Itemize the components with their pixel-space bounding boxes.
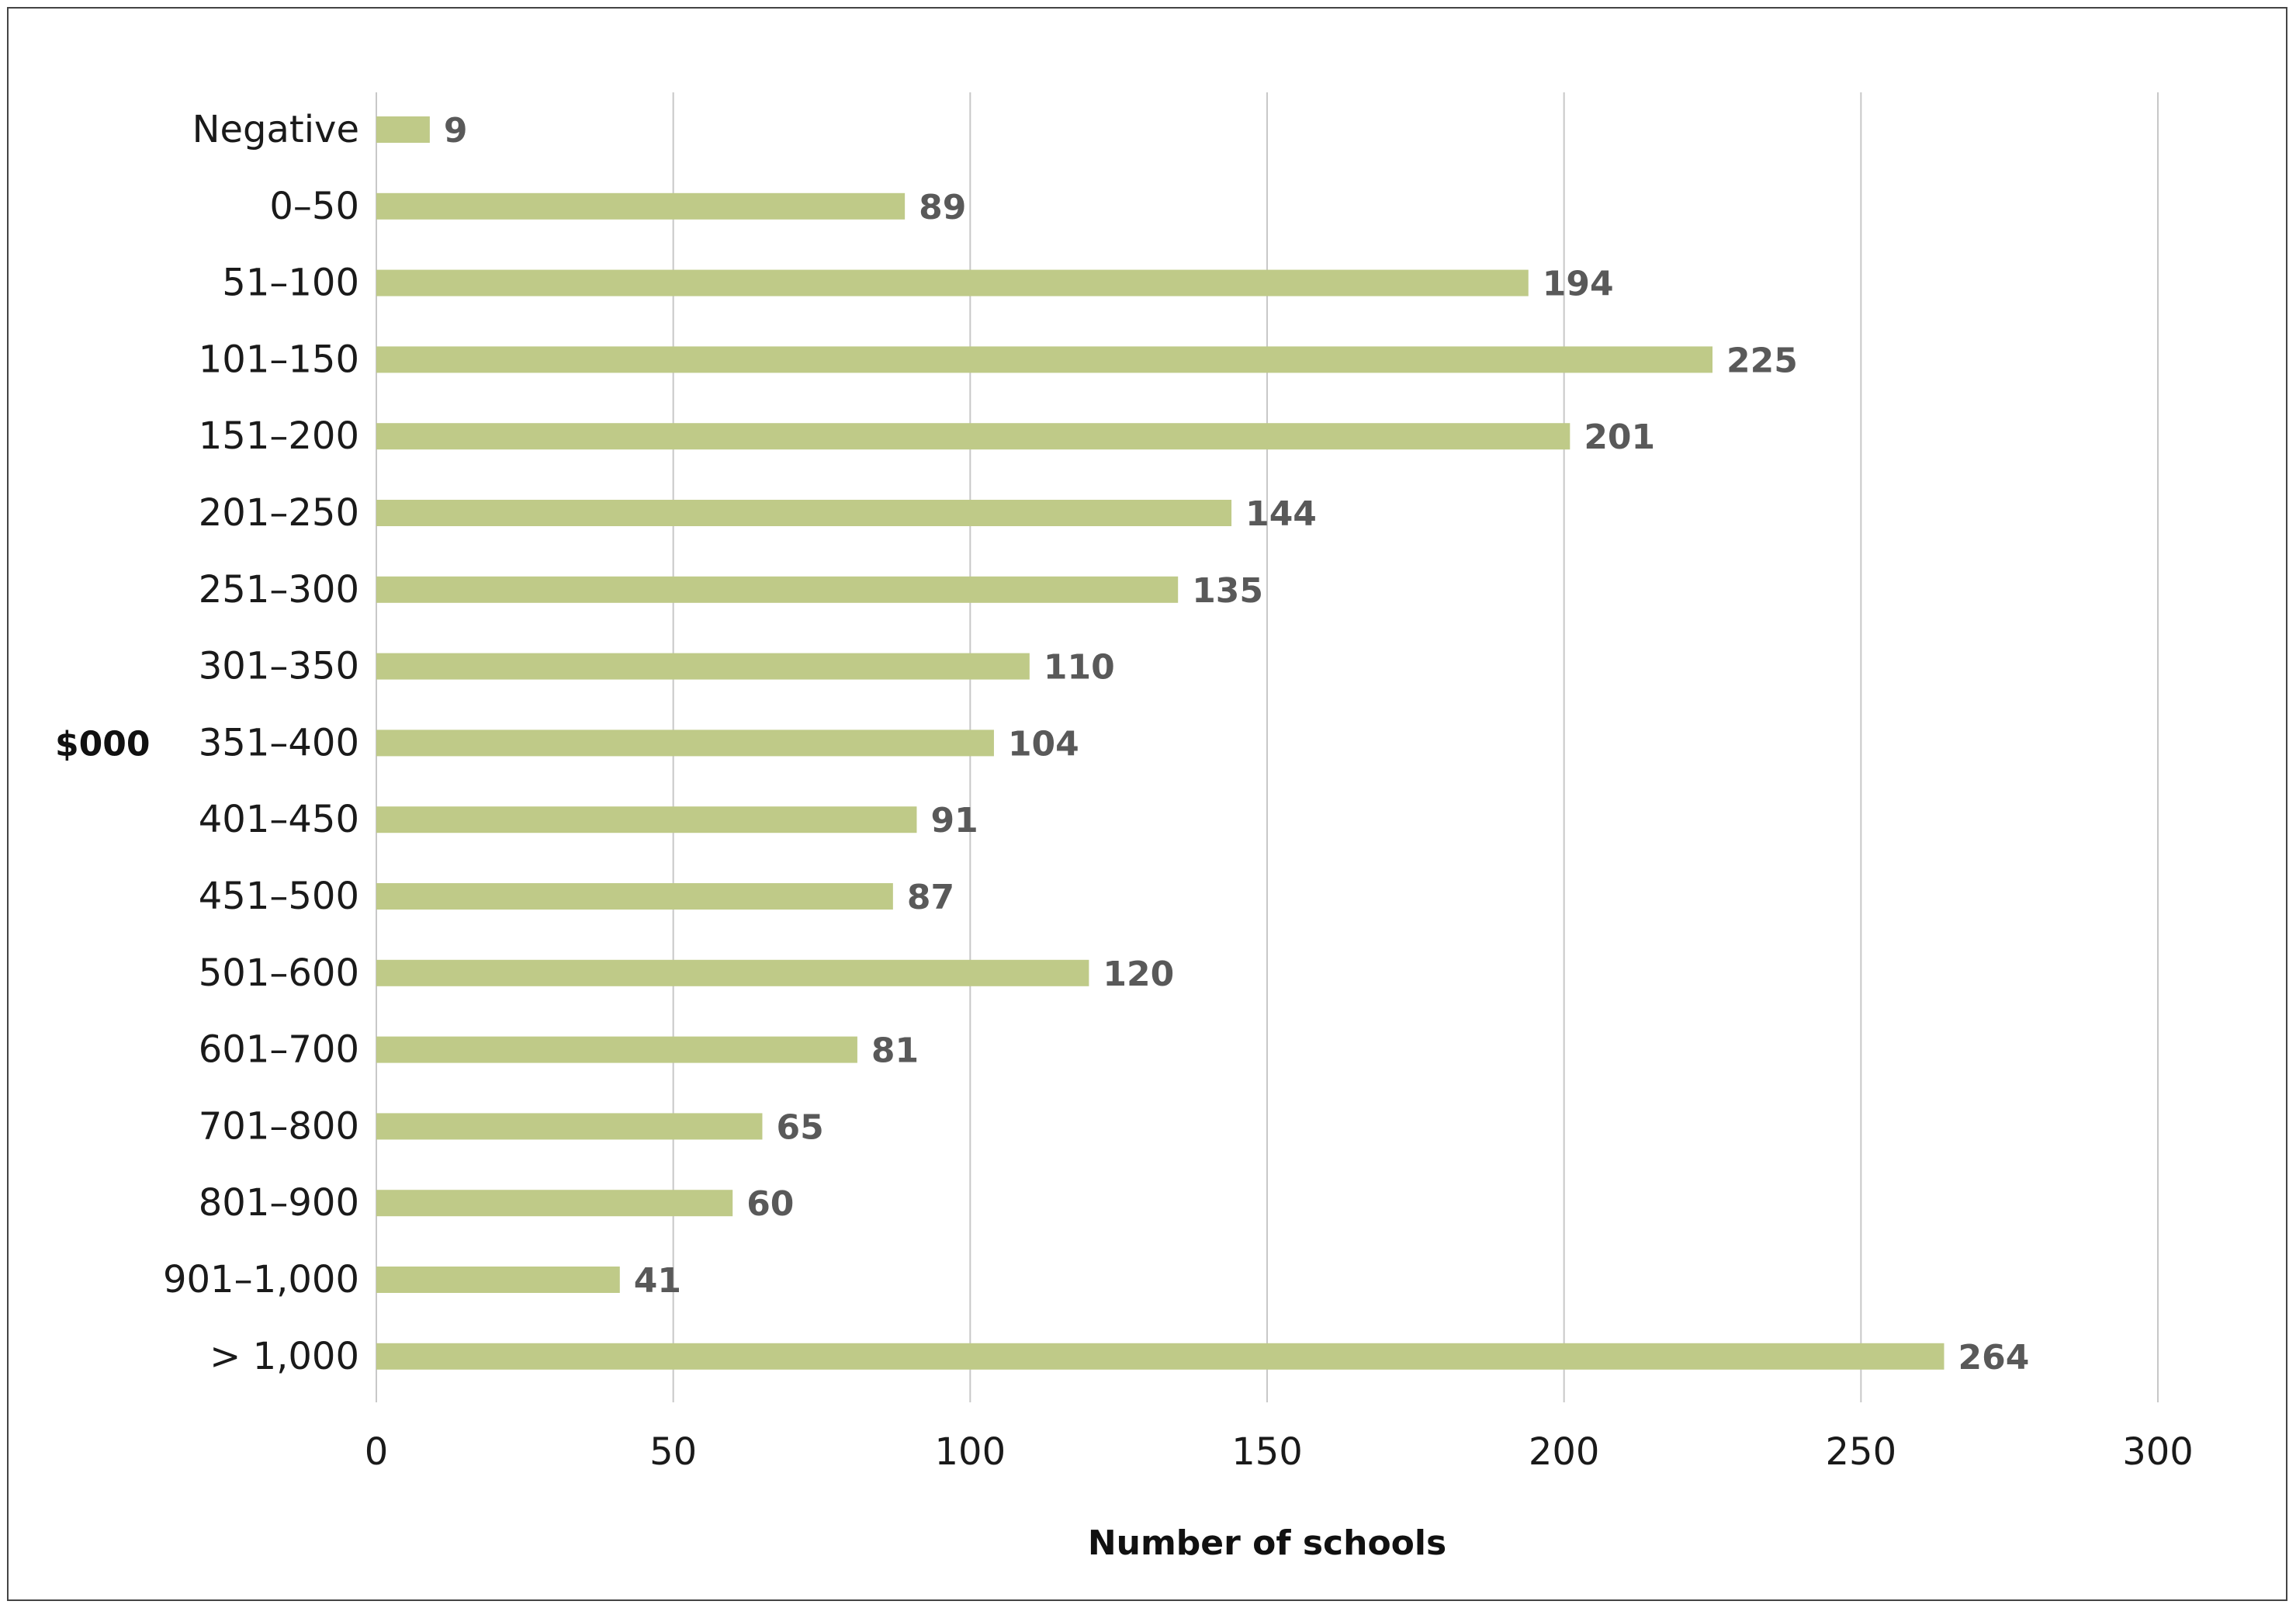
category-label: 51–100: [222, 262, 359, 305]
category-label: 251–300: [199, 568, 359, 612]
data-label: 110: [1044, 648, 1115, 688]
category-label: 501–600: [199, 951, 359, 995]
data-labels: 9 89 194 225 201 144 135 110 104 91 87 120 81 65 60 41 2…: [444, 111, 2029, 1378]
category-label: Negative: [192, 108, 359, 151]
x-tick-label: 150: [1231, 1430, 1303, 1474]
data-label: 144: [1245, 494, 1317, 534]
category-label: 901–1,000: [163, 1258, 359, 1301]
x-tick-label: 250: [1826, 1430, 1897, 1474]
category-labels: Negative 0–50 51–100 101–150 151–200 201–250 2…: [163, 108, 359, 1378]
category-label: 601–700: [199, 1028, 359, 1072]
x-tick-label: 0: [365, 1430, 389, 1474]
data-label: 225: [1726, 341, 1798, 380]
data-label: 91: [930, 801, 978, 840]
x-tick-label: 200: [1529, 1430, 1600, 1474]
category-label: > 1,000: [210, 1335, 359, 1378]
bar: [376, 269, 1529, 296]
category-label: 301–350: [199, 645, 359, 688]
bar: [376, 116, 430, 143]
data-label: 89: [919, 188, 966, 227]
data-label: 104: [1008, 724, 1079, 764]
data-label: 264: [1958, 1338, 2029, 1378]
x-axis-title: Number of schools: [1088, 1523, 1446, 1563]
category-label: 151–200: [199, 414, 359, 458]
data-label: 135: [1192, 571, 1263, 611]
category-label: 201–250: [199, 491, 359, 535]
bar: [376, 1343, 1945, 1370]
bar: [376, 192, 906, 220]
bar: [376, 883, 893, 910]
category-label: 701–800: [199, 1104, 359, 1148]
data-label: 194: [1543, 265, 1614, 304]
data-label: 87: [907, 878, 954, 917]
bar: [376, 500, 1232, 526]
bar: [376, 959, 1089, 986]
data-label: 65: [776, 1107, 823, 1147]
category-label: 451–500: [199, 875, 359, 918]
bar: [376, 1036, 857, 1063]
bar: [376, 1267, 620, 1293]
bars: [376, 116, 1945, 1370]
data-label: 41: [634, 1261, 681, 1301]
category-label: 0–50: [269, 185, 359, 228]
y-axis-title: $000: [55, 724, 150, 764]
x-tick-label: 50: [649, 1430, 697, 1474]
data-label: 9: [444, 111, 468, 151]
bar: [376, 1190, 733, 1217]
data-label: 120: [1103, 955, 1174, 994]
chart-frame: Negative 0–50 51–100 101–150 151–200 201–250 2…: [7, 7, 2287, 1601]
bar: [376, 346, 1712, 373]
bar: [376, 423, 1570, 450]
category-label: 801–900: [199, 1181, 359, 1225]
x-tick-label: 300: [2122, 1430, 2194, 1474]
x-tick-label: 100: [935, 1430, 1006, 1474]
bar-chart: Negative 0–50 51–100 101–150 151–200 201–250 2…: [55, 92, 2194, 1563]
bar: [376, 576, 1179, 603]
data-label: 201: [1584, 418, 1655, 457]
data-label: 81: [871, 1031, 919, 1071]
x-tick-labels: 0 50 100 150 200 250 300: [365, 1430, 2194, 1474]
bar: [376, 653, 1030, 680]
category-label: 101–150: [199, 338, 359, 381]
bar: [376, 806, 917, 833]
category-label: 351–400: [199, 721, 359, 764]
bar: [376, 1113, 763, 1140]
category-label: 401–450: [199, 798, 359, 841]
data-label: 60: [746, 1184, 794, 1224]
bar: [376, 729, 994, 757]
